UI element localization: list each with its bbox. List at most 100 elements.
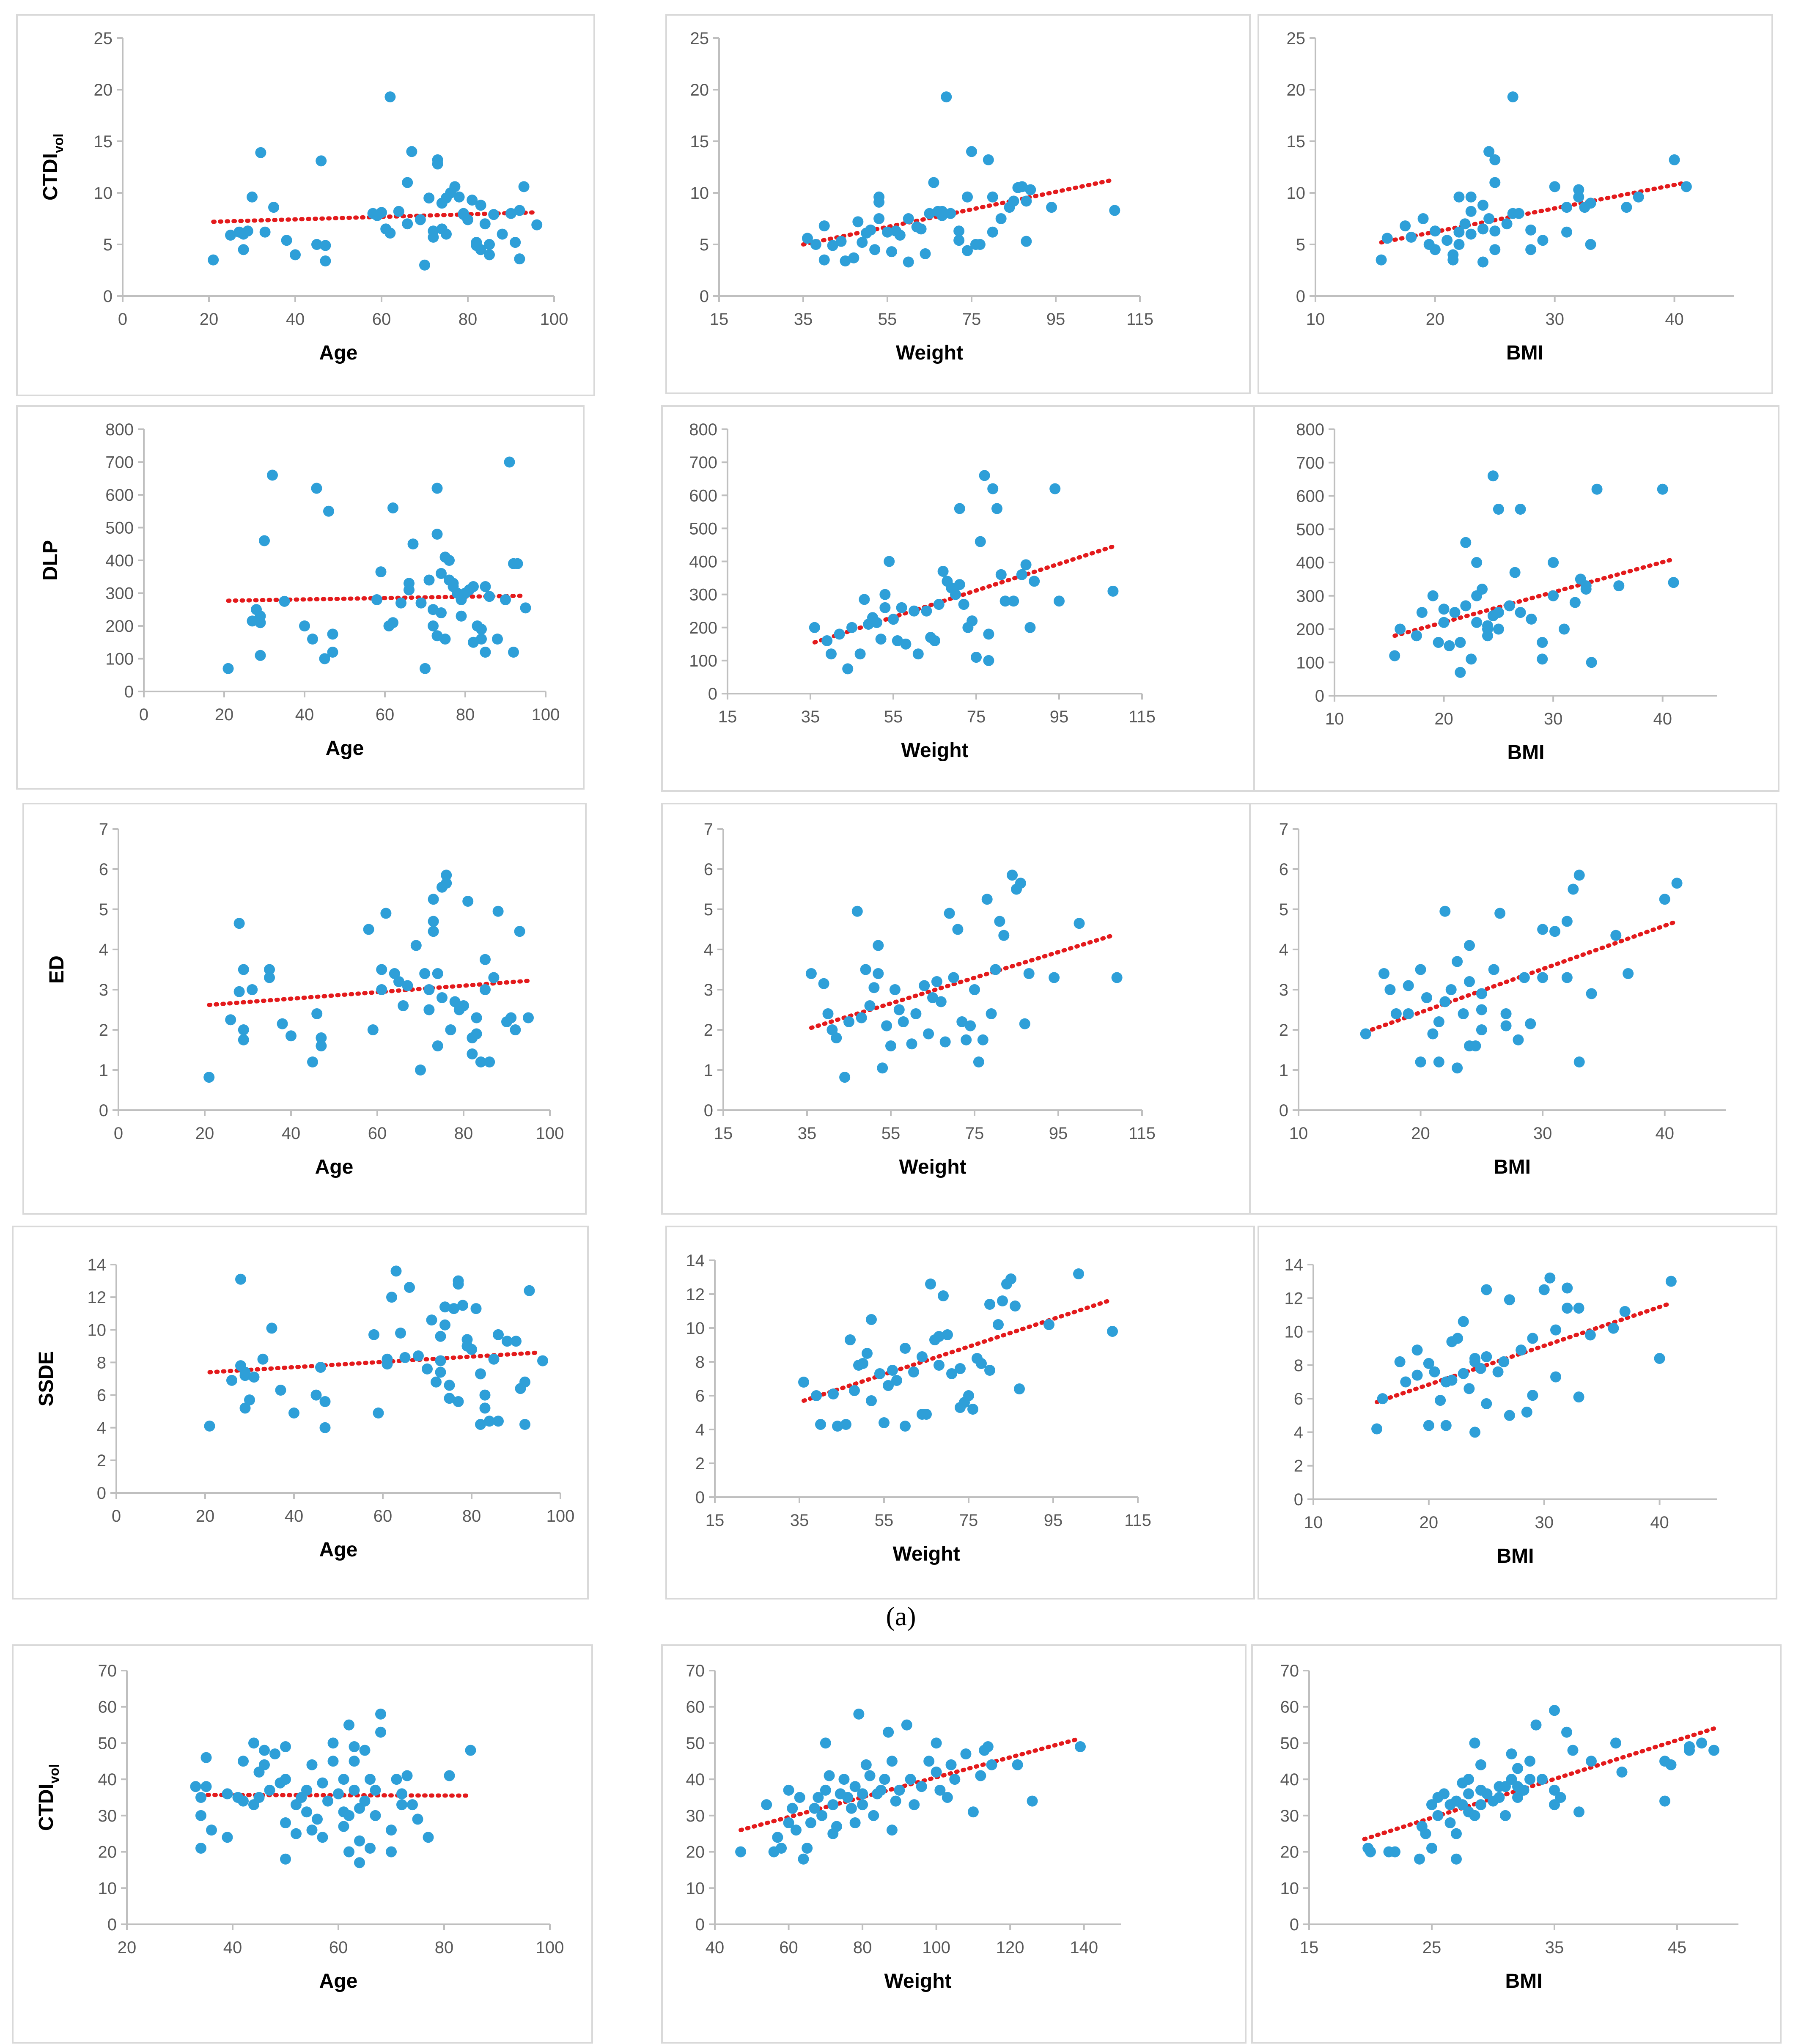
data-point — [920, 248, 931, 259]
data-point — [983, 628, 994, 640]
data-point — [343, 1846, 354, 1857]
x-axis-label: BMI — [1506, 342, 1543, 364]
y-tick-label: 20 — [98, 1843, 117, 1862]
data-point — [1488, 964, 1499, 975]
data-point — [428, 620, 439, 631]
data-point — [280, 1774, 291, 1785]
data-point — [354, 1835, 365, 1846]
data-point — [1005, 1273, 1016, 1284]
x-tick-label: 10 — [1306, 310, 1325, 329]
data-point — [354, 1857, 365, 1868]
data-point — [384, 228, 396, 239]
y-tick-label: 12 — [686, 1285, 705, 1304]
data-point — [1445, 984, 1457, 995]
data-point — [977, 1034, 988, 1045]
data-point — [993, 1319, 1004, 1330]
y-tick-label: 60 — [98, 1698, 117, 1717]
data-point — [349, 1756, 360, 1767]
x-tick-label: 80 — [456, 705, 475, 724]
data-point — [1500, 1810, 1511, 1821]
x-tick-label: 25 — [1422, 1938, 1442, 1957]
data-point — [367, 1024, 379, 1035]
data-point — [1481, 1788, 1493, 1800]
data-point — [924, 208, 935, 219]
y-tick-label: 30 — [98, 1807, 117, 1825]
data-point — [879, 589, 891, 600]
data-point — [1708, 1745, 1719, 1756]
data-point — [484, 239, 495, 250]
chart-a-ssde-weight: 0 2 4 6 8 10 12 14 15 35 55 75 95 115 Weight — [665, 1226, 1255, 1600]
y-tick-label: 25 — [690, 29, 709, 48]
y-axis-label-main: SSDE — [35, 1351, 58, 1407]
data-point — [1483, 146, 1495, 157]
data-point — [439, 1301, 450, 1313]
data-point — [508, 647, 519, 658]
data-point — [368, 1329, 379, 1340]
data-point — [1621, 202, 1632, 213]
data-point — [820, 1737, 831, 1749]
data-point — [1549, 1799, 1560, 1811]
data-point — [1029, 576, 1040, 587]
data-point — [311, 1008, 323, 1019]
data-point — [386, 1292, 397, 1303]
data-point — [843, 1016, 854, 1027]
data-point — [845, 1334, 856, 1345]
y-tick-label: 0 — [1315, 687, 1324, 705]
y-tick-label: 800 — [689, 420, 717, 439]
chart-frame — [16, 14, 595, 396]
data-point — [1021, 236, 1032, 247]
data-point — [931, 976, 942, 987]
data-point — [500, 594, 511, 605]
data-point — [1573, 1806, 1584, 1818]
data-point — [480, 581, 491, 592]
data-point — [402, 218, 413, 230]
data-point — [277, 1018, 288, 1029]
x-tick-label: 20 — [1420, 1513, 1439, 1532]
y-tick-label: 1 — [1279, 1061, 1288, 1080]
y-tick-label: 10 — [686, 1879, 705, 1898]
data-point — [815, 1419, 826, 1430]
data-point — [1516, 1344, 1527, 1356]
y-tick-label: 1 — [99, 1061, 108, 1080]
y-tick-label: 70 — [686, 1662, 705, 1680]
data-point — [390, 1265, 402, 1277]
data-point — [1586, 1756, 1597, 1767]
data-point — [1500, 1781, 1511, 1792]
data-point — [327, 628, 338, 640]
data-point — [1518, 972, 1530, 983]
data-point — [842, 1792, 854, 1803]
data-point — [520, 602, 531, 614]
data-point — [1020, 559, 1032, 571]
data-point — [410, 940, 422, 951]
x-tick-label: 40 — [706, 1938, 725, 1957]
y-tick-label: 200 — [689, 619, 717, 637]
data-point — [396, 1788, 407, 1800]
data-point — [311, 239, 322, 250]
y-axis-label-main: CTDI — [35, 1783, 58, 1831]
x-tick-label: 20 — [1411, 1124, 1430, 1143]
data-point — [1492, 1366, 1504, 1377]
data-point — [1561, 916, 1573, 927]
data-point — [824, 1770, 835, 1781]
data-point — [1411, 630, 1422, 642]
y-tick-label: 0 — [1296, 287, 1305, 306]
x-tick-label: 95 — [1049, 1124, 1068, 1143]
data-point — [299, 620, 310, 631]
x-tick-label: 35 — [801, 708, 820, 726]
data-point — [395, 597, 406, 609]
data-point — [505, 1012, 517, 1023]
data-point — [1585, 239, 1596, 250]
chart-frame — [22, 803, 587, 1215]
data-point — [941, 91, 952, 103]
data-point — [974, 239, 986, 250]
data-point — [1471, 617, 1483, 628]
y-tick-label: 0 — [1279, 1101, 1288, 1120]
x-tick-label: 95 — [1044, 1511, 1063, 1530]
data-point — [233, 986, 245, 997]
data-point — [905, 1774, 916, 1785]
data-point — [894, 1784, 905, 1796]
data-point — [1524, 1774, 1535, 1785]
data-point — [436, 607, 447, 618]
data-point — [971, 652, 982, 663]
data-point — [255, 610, 266, 622]
